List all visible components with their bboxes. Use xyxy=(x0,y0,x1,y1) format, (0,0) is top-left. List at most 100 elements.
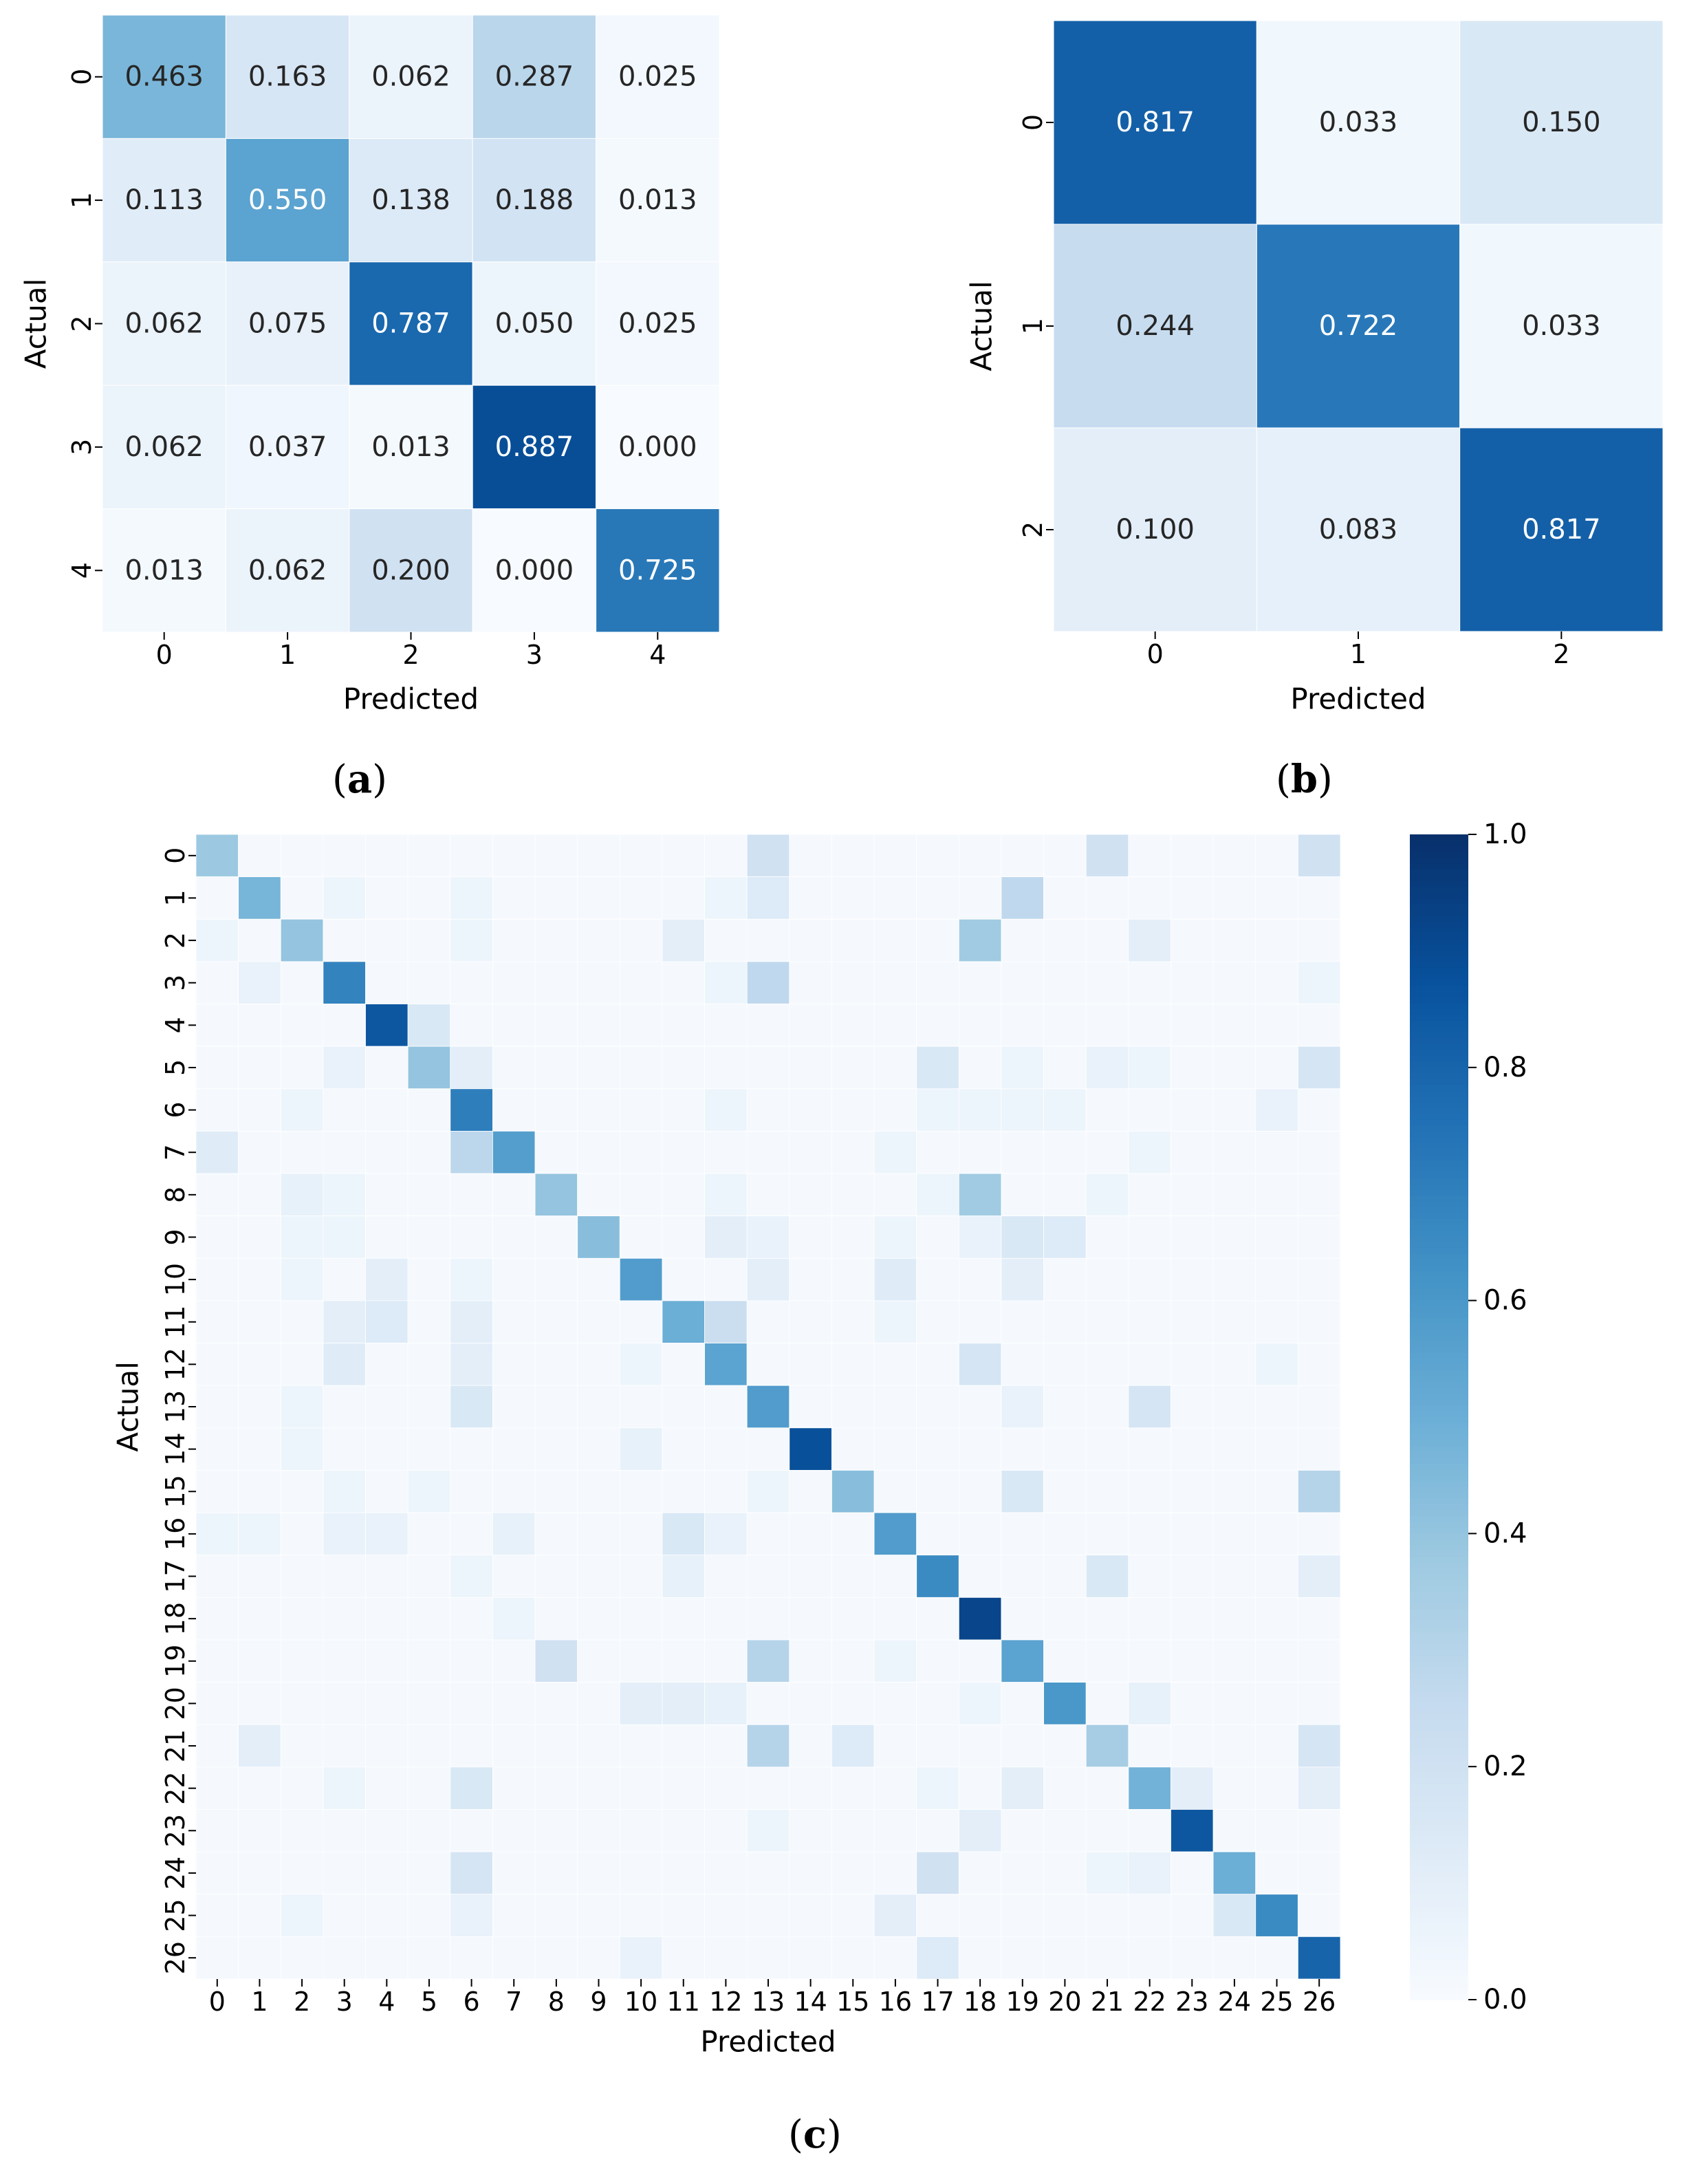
b-cell-2-1 xyxy=(1256,427,1461,632)
colorbar-band-172 xyxy=(1410,1836,1468,1844)
c-cell-25-20 xyxy=(1043,1894,1087,1937)
c-cell-16-26 xyxy=(1297,1512,1341,1556)
c-cell-23-25 xyxy=(1255,1809,1298,1852)
c-cell-1-22 xyxy=(1128,876,1171,920)
c-cell-17-26 xyxy=(1297,1555,1341,1598)
c-cell-4-17 xyxy=(916,1004,959,1047)
c-cell-20-4 xyxy=(365,1682,409,1725)
c-cell-3-26 xyxy=(1297,961,1341,1004)
c-cell-12-17 xyxy=(916,1343,959,1386)
colorbar-band-62 xyxy=(1410,1196,1468,1202)
a-cell-3-2 xyxy=(349,385,473,510)
c-cell-1-24 xyxy=(1212,876,1256,920)
c-cell-4-14 xyxy=(789,1004,832,1047)
c-cell-4-9 xyxy=(577,1004,620,1047)
colorbar-band-6 xyxy=(1410,869,1468,876)
colorbar-band-57 xyxy=(1410,1166,1468,1174)
colorbar-band-91 xyxy=(1410,1364,1468,1372)
c-cell-9-16 xyxy=(873,1215,917,1259)
c-cell-9-26 xyxy=(1297,1215,1341,1259)
a-y-tick-label-4: 4 xyxy=(67,562,97,579)
b-cell-label-1-1: 0.722 xyxy=(1319,310,1398,342)
c-cell-25-8 xyxy=(534,1894,578,1937)
c-cell-11-4 xyxy=(365,1300,409,1343)
c-y-tick-label-3: 3 xyxy=(160,975,191,991)
c-cell-23-22 xyxy=(1128,1809,1171,1852)
c-cell-7-10 xyxy=(619,1131,663,1174)
c-y-tick-label-22: 22 xyxy=(160,1771,191,1804)
a-cell-1-4 xyxy=(596,138,720,263)
panel-b-caption: (b) xyxy=(1276,757,1333,802)
c-x-tick-label-16: 16 xyxy=(879,1987,912,2017)
b-cell-0-1 xyxy=(1256,20,1461,225)
c-cell-14-9 xyxy=(577,1427,620,1471)
colorbar-band-90 xyxy=(1410,1359,1468,1365)
colorbar-band-63 xyxy=(1410,1201,1468,1208)
c-cell-25-7 xyxy=(492,1894,536,1937)
c-cell-19-14 xyxy=(789,1639,832,1683)
c-cell-7-6 xyxy=(450,1131,493,1174)
colorbar-band-195 xyxy=(1410,1970,1468,1977)
colorbar-band-13 xyxy=(1410,910,1468,917)
c-cell-5-14 xyxy=(789,1046,832,1090)
c-cell-26-5 xyxy=(407,1936,451,1980)
c-cell-3-9 xyxy=(577,961,620,1004)
panel-a-caption: (a) xyxy=(332,757,388,802)
c-cell-6-15 xyxy=(831,1088,875,1132)
c-cell-19-22 xyxy=(1128,1639,1171,1683)
colorbar-band-131 xyxy=(1410,1597,1468,1604)
c-cell-26-24 xyxy=(1212,1936,1256,1980)
c-cell-26-26 xyxy=(1297,1936,1341,1980)
colorbar-band-151 xyxy=(1410,1713,1468,1721)
c-cell-18-14 xyxy=(789,1597,832,1641)
b-y-tick-label-0: 0 xyxy=(1018,114,1048,131)
c-x-tick-label-24: 24 xyxy=(1218,1987,1251,2017)
c-cell-7-7 xyxy=(492,1131,536,1174)
c-cell-13-11 xyxy=(662,1385,705,1429)
c-cell-0-1 xyxy=(238,834,281,878)
c-cell-26-13 xyxy=(746,1936,790,1980)
c-cell-24-17 xyxy=(916,1851,959,1895)
c-cell-12-5 xyxy=(407,1343,451,1386)
c-cell-10-22 xyxy=(1128,1257,1171,1301)
c-x-tick-label-1: 1 xyxy=(251,1987,268,2017)
c-cell-15-9 xyxy=(577,1470,620,1513)
colorbar-band-61 xyxy=(1410,1189,1468,1196)
c-cell-12-13 xyxy=(746,1343,790,1386)
c-cell-16-3 xyxy=(323,1512,366,1556)
c-cell-23-23 xyxy=(1171,1809,1214,1852)
colorbar-band-147 xyxy=(1410,1691,1468,1698)
c-cell-16-22 xyxy=(1128,1512,1171,1556)
c-cell-1-5 xyxy=(407,876,451,920)
colorbar-band-28 xyxy=(1410,997,1468,1004)
colorbar-band-58 xyxy=(1410,1172,1468,1179)
c-cell-12-3 xyxy=(323,1343,366,1386)
c-cell-11-5 xyxy=(407,1300,451,1343)
c-cell-26-18 xyxy=(958,1936,1002,1980)
colorbar-band-85 xyxy=(1410,1329,1468,1337)
c-cell-25-18 xyxy=(958,1894,1002,1937)
c-cell-12-1 xyxy=(238,1343,281,1386)
c-cell-1-23 xyxy=(1171,876,1214,920)
c-cell-3-17 xyxy=(916,961,959,1004)
a-cell-label-4-2: 0.200 xyxy=(371,554,450,586)
colorbar-band-194 xyxy=(1410,1965,1468,1971)
colorbar-tick-label-1: 0.2 xyxy=(1483,1751,1527,1782)
colorbar-band-154 xyxy=(1410,1731,1468,1738)
colorbar-band-93 xyxy=(1410,1376,1468,1383)
c-cell-19-23 xyxy=(1171,1639,1214,1683)
c-cell-20-1 xyxy=(238,1682,281,1725)
c-cell-9-13 xyxy=(746,1215,790,1259)
c-cell-13-18 xyxy=(958,1385,1002,1429)
a-cell-4-2 xyxy=(349,508,473,633)
a-x-tick-label-4: 4 xyxy=(649,640,666,670)
a-cell-label-0-2: 0.062 xyxy=(371,61,450,93)
c-cell-7-3 xyxy=(323,1131,366,1174)
colorbar-band-30 xyxy=(1410,1009,1468,1016)
colorbar-band-67 xyxy=(1410,1224,1468,1231)
c-cell-25-3 xyxy=(323,1894,366,1937)
c-cell-12-14 xyxy=(789,1343,832,1386)
c-x-tick-label-7: 7 xyxy=(505,1987,522,2017)
colorbar-band-34 xyxy=(1410,1032,1468,1039)
c-cell-14-3 xyxy=(323,1427,366,1471)
